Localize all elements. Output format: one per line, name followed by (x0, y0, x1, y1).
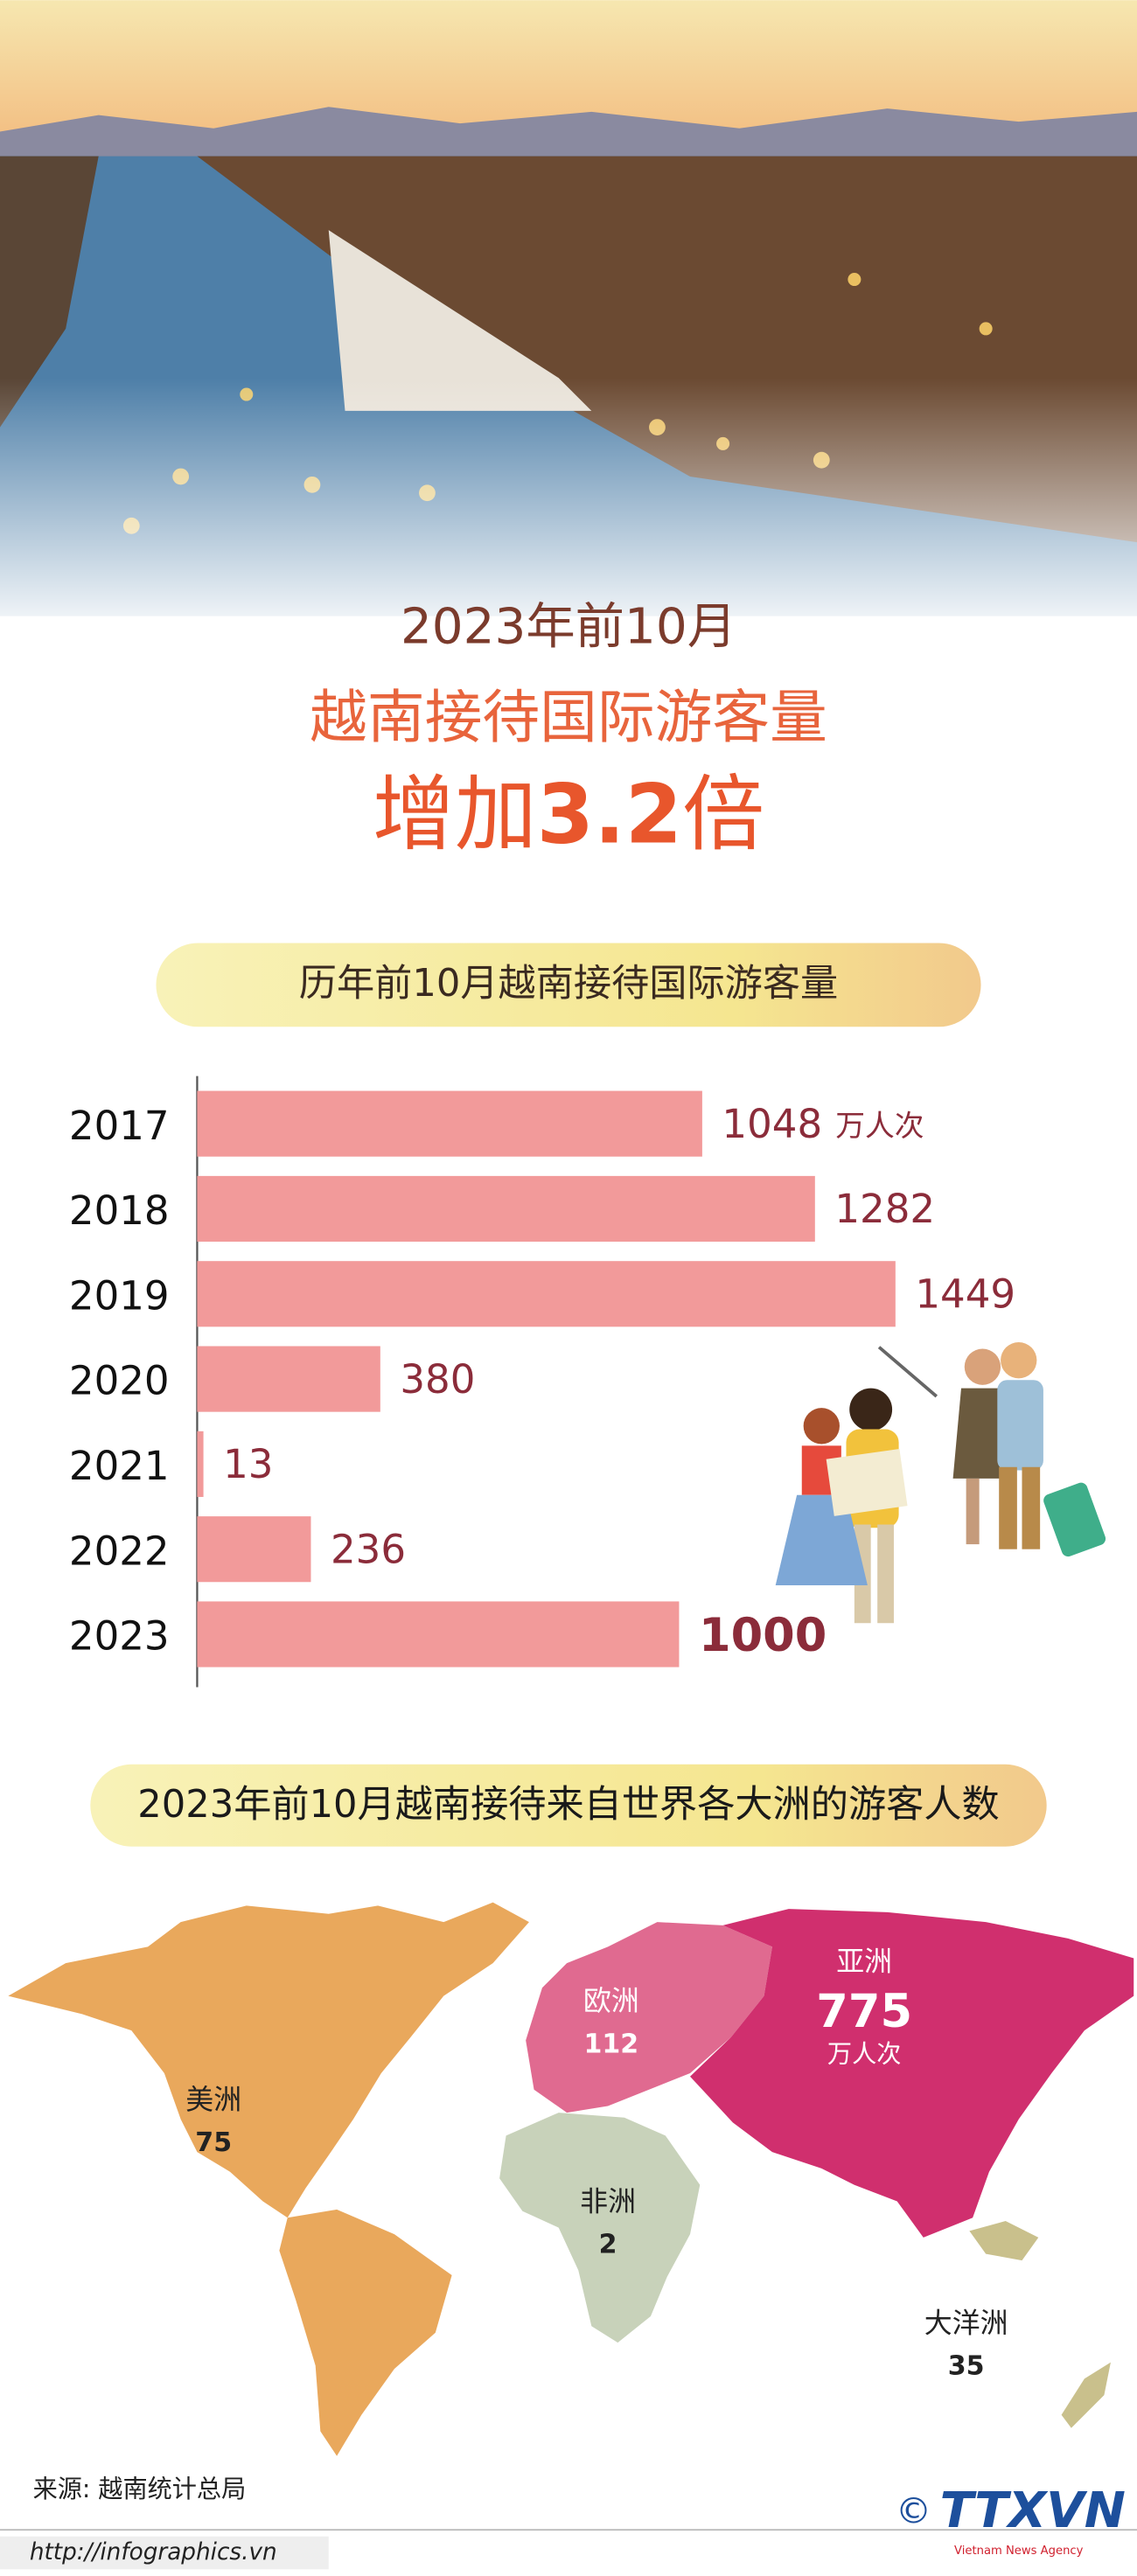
continent (690, 1909, 1134, 2238)
value-label: 380 (400, 1356, 475, 1403)
travelers-illustration (775, 1341, 1106, 1624)
headline-suffix: 倍 (682, 767, 764, 862)
url: http://infographics.vn (30, 2539, 277, 2566)
chart-title: 历年前10月越南接待国际游客量 (299, 962, 838, 1006)
logo: TTXVN (940, 2482, 1126, 2539)
headline-prefix: 增加 (373, 767, 537, 862)
value-number: 236 (331, 1526, 406, 1572)
region-name: 非洲 (580, 2184, 636, 2217)
region-value: 35 (948, 2351, 985, 2382)
y-tick-label: 2018 (69, 1187, 170, 1234)
value-label: 1282 (834, 1186, 935, 1232)
region-value: 775 (816, 1985, 912, 2038)
region-value: 2 (599, 2230, 617, 2260)
continent (8, 1902, 529, 2456)
source: 来源: 越南统计总局 (33, 2475, 247, 2503)
bar (197, 1090, 702, 1157)
value-label: 1000 (699, 1608, 827, 1661)
value-label: 236 (331, 1526, 406, 1572)
map-title: 2023年前10月越南接待来自世界各大洲的游客人数 (137, 1783, 999, 1827)
map-title-pill (90, 1764, 1047, 1847)
value-number: 13 (223, 1441, 273, 1487)
region-name: 欧洲 (583, 1984, 639, 2017)
bar (197, 1261, 896, 1327)
y-tick-label: 2023 (69, 1613, 170, 1660)
agency: Vietnam News Agency (954, 2545, 1084, 2558)
region-name: 大洋洲 (924, 2306, 1008, 2339)
region-value: 75 (195, 2127, 232, 2158)
bar (197, 1175, 815, 1243)
value-unit: 万人次 (835, 1108, 924, 1142)
copyright: © (896, 2489, 931, 2531)
continent (969, 2221, 1111, 2428)
y-tick-label: 2019 (69, 1272, 170, 1319)
headline-3: 增加3.2倍 (373, 767, 764, 862)
y-tick-label: 2017 (69, 1103, 170, 1149)
value-number: 1048 (722, 1101, 822, 1147)
value-number: 1282 (834, 1186, 935, 1232)
value-number: 1000 (699, 1608, 827, 1661)
headline-1: 2023年前10月 (401, 598, 736, 655)
region-name: 亚洲 (836, 1945, 892, 1978)
headline-2: 越南接待国际游客量 (310, 684, 827, 751)
value-label: 1048 万人次 (722, 1101, 924, 1147)
y-tick-label: 2020 (69, 1358, 170, 1404)
y-tick-label: 2021 (69, 1443, 170, 1489)
chart-title-pill (156, 943, 981, 1027)
value-number: 1449 (915, 1271, 1015, 1318)
headline-number: 3.2 (537, 767, 682, 862)
y-tick-label: 2022 (69, 1528, 170, 1574)
region-value: 112 (583, 2029, 638, 2060)
url-band (0, 2536, 329, 2570)
continent (526, 1922, 772, 2113)
continent (499, 2113, 701, 2343)
bar (197, 1346, 380, 1412)
value-number: 380 (400, 1356, 475, 1403)
bar (197, 1431, 204, 1497)
value-label: 1449 (915, 1271, 1015, 1318)
bar (197, 1516, 311, 1583)
region-unit: 万人次 (827, 2039, 901, 2068)
value-label: 13 (223, 1441, 273, 1487)
region-name: 美洲 (185, 2083, 241, 2116)
hero-photo (0, 0, 1137, 641)
bar (197, 1601, 680, 1667)
bar-chart: 2017 1048 万人次 2018 1282 2019 1449 2020 380 2021 13… (69, 1090, 1015, 1667)
